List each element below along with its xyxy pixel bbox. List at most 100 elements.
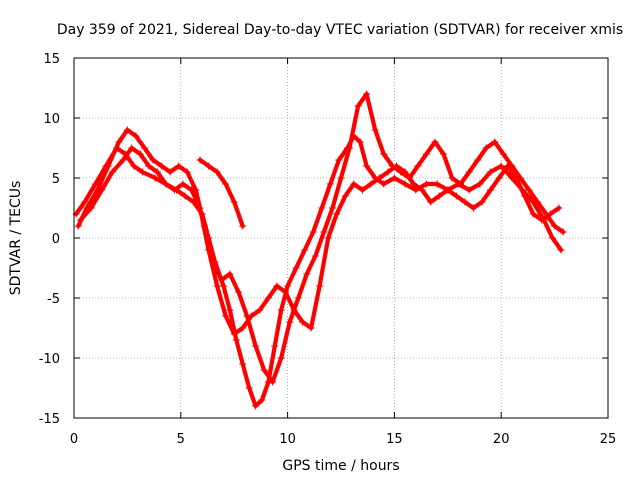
data-point: [205, 246, 213, 254]
data-point: [311, 252, 319, 260]
data-point: [335, 156, 343, 164]
data-point: [512, 174, 520, 182]
data-point: [326, 180, 334, 188]
series-track-d: [196, 156, 247, 230]
data-point: [119, 156, 127, 164]
data-point: [491, 138, 499, 146]
data-point: [284, 282, 292, 290]
data-point: [230, 330, 238, 338]
data-point: [307, 324, 315, 332]
data-point: [260, 366, 268, 374]
data-point: [414, 162, 422, 170]
data-point: [264, 294, 272, 302]
y-tick-label: 10: [43, 112, 60, 127]
data-point: [281, 288, 289, 296]
data-point: [350, 180, 358, 188]
data-point: [401, 168, 409, 176]
data-point: [258, 396, 266, 404]
data-point: [333, 210, 341, 218]
data-point: [431, 138, 439, 146]
series-line: [197, 157, 245, 229]
data-point: [546, 210, 554, 218]
data-point: [393, 162, 401, 170]
x-tick-label: 5: [177, 432, 185, 447]
data-point: [465, 168, 473, 176]
data-point: [158, 162, 166, 170]
data-point: [371, 126, 379, 134]
data-point: [239, 324, 247, 332]
data-point: [427, 198, 435, 206]
data-point: [239, 360, 247, 368]
data-point: [151, 174, 159, 182]
data-point: [149, 156, 157, 164]
data-point: [213, 282, 221, 290]
data-point: [273, 282, 281, 290]
data-point: [292, 264, 300, 272]
x-tick-labels: 0 5 10 15 20 25: [70, 432, 616, 447]
data-point: [495, 174, 503, 182]
data-point: [76, 216, 84, 224]
data-point: [220, 282, 228, 290]
data-point: [497, 162, 505, 170]
data-point: [252, 402, 260, 410]
data-point: [461, 198, 469, 206]
data-point: [213, 168, 221, 176]
data-point: [435, 192, 443, 200]
data-point: [123, 126, 131, 134]
data-point: [504, 162, 512, 170]
data-point: [548, 234, 556, 242]
data-point: [128, 144, 136, 152]
data-point: [521, 192, 529, 200]
data-point: [309, 228, 317, 236]
data-point: [390, 174, 398, 182]
data-point: [557, 246, 565, 254]
data-point: [375, 174, 383, 182]
x-tick-label: 25: [600, 432, 617, 447]
data-point: [277, 354, 285, 362]
data-point: [132, 132, 140, 140]
data-point: [74, 222, 82, 230]
data-point: [290, 306, 298, 314]
data-point: [187, 186, 195, 194]
data-point: [98, 186, 106, 194]
data-point: [358, 186, 366, 194]
y-tick-label: 5: [52, 172, 60, 187]
series-line: [78, 145, 562, 337]
data-point: [444, 186, 452, 194]
data-point: [337, 174, 345, 182]
series-track-c: [76, 144, 563, 338]
chart-title: Day 359 of 2021, Sidereal Day-to-day VTE…: [57, 22, 623, 38]
data-point: [256, 306, 264, 314]
data-point: [469, 204, 477, 212]
data-point: [136, 150, 144, 158]
data-point: [130, 162, 138, 170]
data-point: [239, 222, 247, 230]
data-point: [346, 144, 354, 152]
data-point: [108, 168, 116, 176]
data-point: [196, 204, 204, 212]
data-point: [440, 150, 448, 158]
data-point: [324, 234, 332, 242]
data-point: [499, 150, 507, 158]
data-point: [153, 168, 161, 176]
data-point: [551, 222, 559, 230]
data-point: [465, 186, 473, 194]
y-axis-label: SDTVAR / TECUs: [8, 181, 24, 296]
data-point: [245, 384, 253, 392]
data-point: [303, 270, 311, 278]
data-point: [162, 180, 170, 188]
data-point: [538, 216, 546, 224]
data-point: [320, 228, 328, 236]
data-point: [559, 228, 567, 236]
data-point: [401, 180, 409, 188]
data-point: [482, 144, 490, 152]
y-tick-label: -15: [39, 412, 60, 427]
data-point: [232, 336, 240, 344]
data-point: [104, 162, 112, 170]
data-point: [87, 204, 95, 212]
y-tick-label: 0: [52, 232, 60, 247]
data-point: [474, 156, 482, 164]
data-point: [217, 276, 225, 284]
data-point: [318, 204, 326, 212]
x-axis-label: GPS time / hours: [282, 458, 399, 474]
